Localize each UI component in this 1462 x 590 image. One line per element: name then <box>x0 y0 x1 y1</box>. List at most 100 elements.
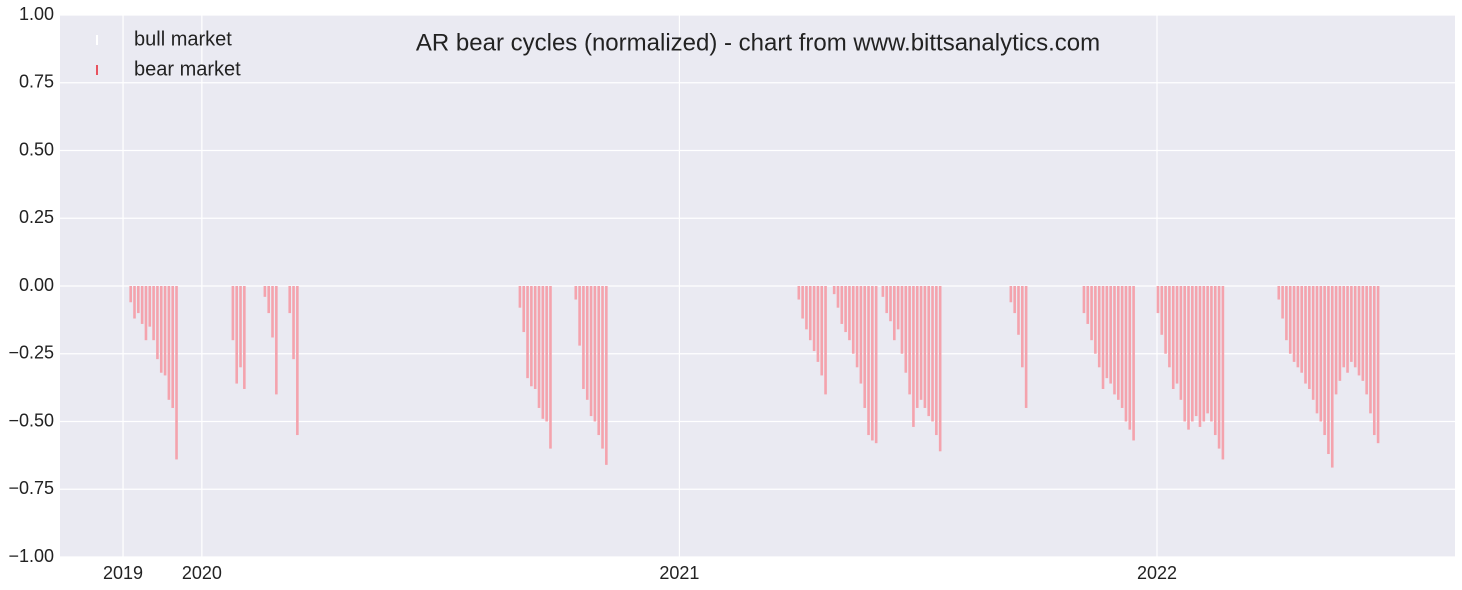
bar <box>1277 286 1281 300</box>
x-tick-label: 2019 <box>103 563 143 583</box>
bar <box>1365 286 1368 395</box>
bar <box>893 286 896 341</box>
bar <box>1175 286 1179 384</box>
bar <box>1300 286 1303 373</box>
bar <box>1308 286 1311 389</box>
bar <box>900 286 904 354</box>
bar <box>923 286 927 408</box>
bar <box>1168 286 1171 368</box>
x-tick-label: 2022 <box>1137 563 1177 583</box>
bar <box>1024 286 1028 408</box>
bar <box>889 286 892 322</box>
bar <box>919 286 923 400</box>
bar <box>874 286 878 444</box>
bar <box>137 286 140 314</box>
bar <box>1082 286 1086 314</box>
bar <box>1369 286 1372 414</box>
bar <box>1191 286 1194 422</box>
bar <box>239 286 242 368</box>
bar <box>296 286 299 436</box>
bar <box>549 286 552 449</box>
bar <box>1164 286 1167 354</box>
y-tick-label: −0.75 <box>8 478 54 498</box>
x-tick-label: 2020 <box>182 563 222 583</box>
bar <box>231 286 235 341</box>
bar <box>522 286 526 333</box>
bar <box>1021 286 1024 368</box>
bar <box>1120 286 1124 408</box>
bar <box>1090 286 1093 341</box>
bar <box>1334 286 1338 395</box>
bar <box>235 286 239 384</box>
bar <box>1202 286 1206 422</box>
bar <box>863 286 867 408</box>
bar <box>1183 286 1186 422</box>
bar <box>1304 286 1307 384</box>
bar <box>1179 286 1183 400</box>
bar <box>881 286 885 297</box>
bar <box>1009 286 1013 303</box>
bar <box>1013 286 1016 314</box>
bar <box>840 286 844 324</box>
bar <box>1213 286 1217 436</box>
bar <box>275 286 278 395</box>
bar <box>267 286 271 314</box>
bar <box>1292 286 1296 362</box>
bar <box>288 286 292 314</box>
bar <box>292 286 295 360</box>
bar <box>526 286 529 379</box>
bar <box>927 286 931 417</box>
bar <box>1323 286 1326 436</box>
bar <box>820 286 824 376</box>
bar <box>582 286 585 389</box>
bar <box>1372 286 1376 436</box>
bar <box>1132 286 1135 441</box>
legend-label: bull market <box>134 28 232 50</box>
bar <box>605 286 608 465</box>
bar <box>801 286 804 319</box>
bar <box>530 286 533 387</box>
bar <box>1017 286 1020 335</box>
bar <box>1357 286 1361 376</box>
bar <box>1117 286 1120 400</box>
bar <box>851 286 855 354</box>
y-tick-label: 0.00 <box>19 275 54 295</box>
bar <box>848 286 851 341</box>
bar <box>1101 286 1105 389</box>
bar <box>912 286 915 427</box>
bar <box>1160 286 1164 335</box>
bar <box>871 286 874 441</box>
bar <box>1376 286 1380 444</box>
bar <box>931 286 934 422</box>
bar <box>1194 286 1198 417</box>
bar <box>1353 286 1357 368</box>
bar <box>805 286 808 330</box>
bar <box>797 286 801 300</box>
bar <box>133 286 136 319</box>
bar <box>1361 286 1365 381</box>
bar <box>159 286 163 373</box>
bar <box>533 286 537 389</box>
bar <box>163 286 167 376</box>
bar <box>1086 286 1090 324</box>
bar <box>1210 286 1213 422</box>
bar <box>816 286 820 362</box>
bar <box>129 286 132 303</box>
bar <box>935 286 938 436</box>
bar <box>574 286 578 300</box>
bar <box>1109 286 1112 384</box>
bar <box>908 286 911 395</box>
bar <box>836 286 840 308</box>
bar <box>1105 286 1109 379</box>
y-tick-label: −0.50 <box>8 410 54 430</box>
bar <box>1296 286 1300 368</box>
bar <box>140 286 144 324</box>
legend-label: bear market <box>134 58 241 80</box>
bar <box>938 286 942 452</box>
bar <box>885 286 888 314</box>
bar <box>1327 286 1330 455</box>
bar <box>152 286 155 341</box>
bar <box>1124 286 1128 422</box>
bar <box>148 286 152 327</box>
